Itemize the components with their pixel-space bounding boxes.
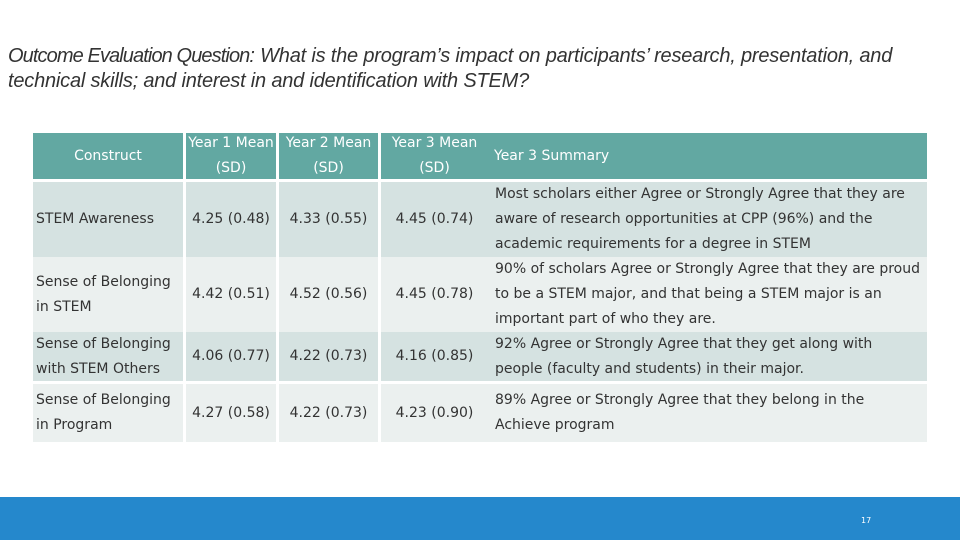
- row1-construct: STEM Awareness: [33, 182, 183, 257]
- header-year2: Year 2 Mean (SD): [279, 133, 378, 179]
- row4-construct: Sense of Belonging in Program: [33, 384, 183, 442]
- row1-summary: Most scholars either Agree or Strongly A…: [488, 182, 927, 257]
- header-year1: Year 1 Mean (SD): [186, 133, 276, 179]
- row3-year3: 4.16 (0.85): [381, 332, 488, 381]
- row4-year2: 4.22 (0.73): [279, 384, 378, 442]
- row2-year1: 4.42 (0.51): [186, 257, 276, 332]
- title-lead: Outcome Evaluation Question: [8, 45, 250, 67]
- footer-bar: [0, 497, 960, 540]
- row1-year2: 4.33 (0.55): [279, 182, 378, 257]
- row3-year2: 4.22 (0.73): [279, 332, 378, 381]
- row4-summary: 89% Agree or Strongly Agree that they be…: [488, 384, 927, 442]
- row1-year3: 4.45 (0.74): [381, 182, 488, 257]
- row1-year1: 4.25 (0.48): [186, 182, 276, 257]
- row3-summary: 92% Agree or Strongly Agree that they ge…: [488, 332, 927, 381]
- header-construct: Construct: [33, 133, 183, 179]
- row3-construct: Sense of Belonging with STEM Others: [33, 332, 183, 381]
- row2-year2: 4.52 (0.56): [279, 257, 378, 332]
- row2-construct: Sense of Belonging in STEM: [33, 257, 183, 332]
- row4-year3: 4.23 (0.90): [381, 384, 488, 442]
- header-summary: Year 3 Summary: [488, 133, 927, 179]
- row3-year1: 4.06 (0.77): [186, 332, 276, 381]
- header-year3: Year 3 Mean (SD): [381, 133, 488, 179]
- row2-summary: 90% of scholars Agree or Strongly Agree …: [488, 257, 927, 332]
- slide-title: Outcome Evaluation Question: What is the…: [8, 44, 948, 94]
- title-text: : What is the program’s impact on partic…: [8, 45, 893, 92]
- page-number: 17: [861, 516, 872, 525]
- row2-year3: 4.45 (0.78): [381, 257, 488, 332]
- row4-year1: 4.27 (0.58): [186, 384, 276, 442]
